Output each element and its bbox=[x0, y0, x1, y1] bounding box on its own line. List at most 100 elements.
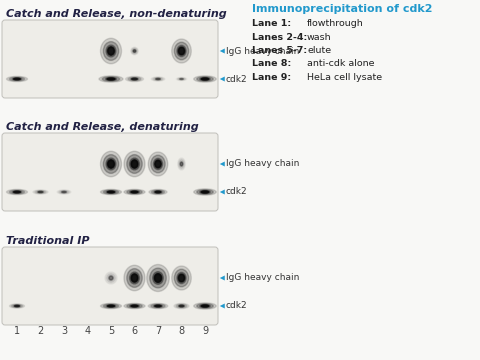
Ellipse shape bbox=[156, 305, 161, 307]
Text: 3: 3 bbox=[61, 326, 67, 336]
Ellipse shape bbox=[130, 78, 139, 80]
Ellipse shape bbox=[200, 305, 210, 307]
Text: cdk2: cdk2 bbox=[226, 302, 248, 310]
Ellipse shape bbox=[12, 305, 23, 307]
Text: 7: 7 bbox=[155, 326, 161, 336]
Text: IgG heavy chain: IgG heavy chain bbox=[226, 159, 300, 168]
Ellipse shape bbox=[14, 305, 20, 307]
Ellipse shape bbox=[177, 45, 186, 57]
Text: wash: wash bbox=[307, 32, 332, 41]
Ellipse shape bbox=[155, 274, 161, 282]
Ellipse shape bbox=[106, 77, 117, 81]
Ellipse shape bbox=[124, 303, 145, 309]
Ellipse shape bbox=[153, 77, 163, 81]
Ellipse shape bbox=[100, 189, 121, 195]
Ellipse shape bbox=[151, 190, 165, 194]
Text: anti-cdk alone: anti-cdk alone bbox=[307, 59, 374, 68]
Ellipse shape bbox=[106, 305, 116, 307]
Ellipse shape bbox=[127, 190, 142, 194]
Ellipse shape bbox=[194, 189, 216, 195]
Ellipse shape bbox=[130, 191, 139, 193]
Ellipse shape bbox=[178, 274, 185, 282]
Ellipse shape bbox=[7, 76, 27, 82]
Ellipse shape bbox=[13, 78, 21, 80]
Ellipse shape bbox=[180, 78, 183, 80]
Ellipse shape bbox=[131, 191, 138, 193]
Text: IgG heavy chain: IgG heavy chain bbox=[226, 46, 300, 55]
Text: Lane 8:: Lane 8: bbox=[252, 59, 291, 68]
Text: IgG heavy chain: IgG heavy chain bbox=[226, 274, 300, 283]
Ellipse shape bbox=[197, 77, 213, 81]
Ellipse shape bbox=[105, 272, 117, 284]
Text: 5: 5 bbox=[108, 326, 114, 336]
Text: Traditional IP: Traditional IP bbox=[6, 236, 89, 246]
Ellipse shape bbox=[131, 160, 138, 168]
Ellipse shape bbox=[12, 78, 22, 80]
Ellipse shape bbox=[132, 78, 137, 80]
Ellipse shape bbox=[180, 162, 182, 166]
Ellipse shape bbox=[124, 265, 145, 291]
Ellipse shape bbox=[202, 191, 208, 193]
Ellipse shape bbox=[108, 275, 114, 281]
Text: 2: 2 bbox=[37, 326, 44, 336]
Ellipse shape bbox=[201, 191, 209, 193]
Ellipse shape bbox=[179, 159, 184, 168]
Ellipse shape bbox=[180, 305, 183, 307]
Text: Catch and Release, non-denaturing: Catch and Release, non-denaturing bbox=[6, 9, 227, 19]
Ellipse shape bbox=[9, 190, 24, 194]
Ellipse shape bbox=[148, 303, 168, 309]
Ellipse shape bbox=[156, 191, 160, 193]
Ellipse shape bbox=[131, 47, 138, 55]
Ellipse shape bbox=[128, 77, 141, 81]
Ellipse shape bbox=[155, 305, 161, 307]
Ellipse shape bbox=[155, 78, 161, 80]
Ellipse shape bbox=[133, 50, 135, 52]
Ellipse shape bbox=[10, 304, 24, 308]
Ellipse shape bbox=[154, 274, 162, 283]
Ellipse shape bbox=[99, 76, 123, 82]
Text: 8: 8 bbox=[179, 326, 185, 336]
Ellipse shape bbox=[156, 161, 161, 167]
Ellipse shape bbox=[200, 190, 210, 193]
Ellipse shape bbox=[102, 77, 120, 81]
Ellipse shape bbox=[176, 304, 187, 308]
Ellipse shape bbox=[132, 275, 137, 282]
Ellipse shape bbox=[100, 38, 121, 64]
Ellipse shape bbox=[202, 305, 208, 307]
Text: Catch and Release, denaturing: Catch and Release, denaturing bbox=[6, 122, 199, 132]
Ellipse shape bbox=[14, 78, 20, 80]
Ellipse shape bbox=[125, 76, 144, 82]
Ellipse shape bbox=[151, 304, 165, 308]
Text: elute: elute bbox=[307, 46, 331, 55]
Ellipse shape bbox=[180, 161, 183, 167]
Ellipse shape bbox=[108, 47, 115, 55]
Ellipse shape bbox=[57, 190, 71, 194]
FancyBboxPatch shape bbox=[2, 20, 218, 98]
Ellipse shape bbox=[197, 304, 213, 308]
Ellipse shape bbox=[103, 155, 119, 174]
Ellipse shape bbox=[132, 305, 137, 307]
Ellipse shape bbox=[13, 305, 21, 307]
Ellipse shape bbox=[202, 78, 208, 80]
Ellipse shape bbox=[133, 50, 136, 52]
Ellipse shape bbox=[108, 191, 115, 193]
Ellipse shape bbox=[130, 305, 139, 307]
Ellipse shape bbox=[172, 266, 191, 290]
Ellipse shape bbox=[132, 48, 137, 54]
Ellipse shape bbox=[38, 191, 43, 193]
Ellipse shape bbox=[156, 78, 160, 80]
Ellipse shape bbox=[127, 155, 142, 174]
Ellipse shape bbox=[154, 158, 163, 170]
Ellipse shape bbox=[150, 268, 166, 288]
Ellipse shape bbox=[109, 276, 113, 280]
Ellipse shape bbox=[153, 272, 163, 284]
Text: Immunoprecipitation of cdk2: Immunoprecipitation of cdk2 bbox=[252, 4, 432, 14]
Ellipse shape bbox=[108, 48, 114, 54]
Ellipse shape bbox=[201, 305, 209, 307]
Ellipse shape bbox=[108, 78, 114, 80]
Ellipse shape bbox=[154, 191, 162, 193]
Ellipse shape bbox=[132, 191, 137, 193]
Text: HeLa cell lysate: HeLa cell lysate bbox=[307, 73, 382, 82]
Ellipse shape bbox=[106, 45, 116, 57]
Ellipse shape bbox=[9, 77, 24, 81]
